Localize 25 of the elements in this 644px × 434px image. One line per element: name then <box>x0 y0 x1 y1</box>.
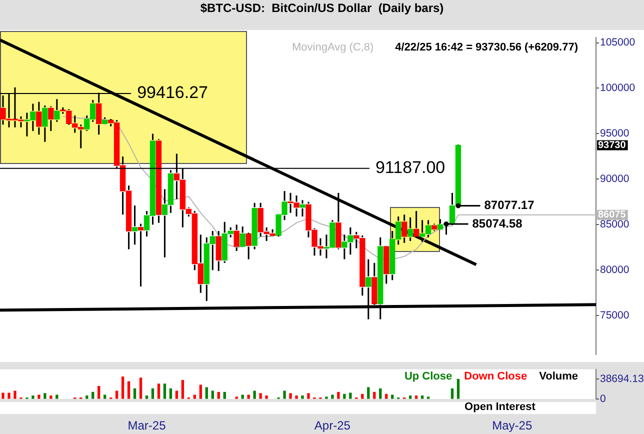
y-tick-label: 95000 <box>600 128 630 140</box>
annotation: 4/22/25 16:42 = 93730.56 (+6209.77) <box>395 41 578 54</box>
chart-title: $BTC-USD: BitCoin/US Dollar (Daily bars) <box>0 0 644 30</box>
x-tick-label: Mar-25 <box>128 418 166 433</box>
series-label: Up Close <box>404 370 452 382</box>
text: Down Close <box>464 370 528 382</box>
y-axis-title: Volume <box>539 370 578 382</box>
annotation: 87077.17 <box>484 198 535 212</box>
y-tick-label: 38694.13 <box>600 373 644 386</box>
y-tick-label: 85000 <box>600 218 630 231</box>
y-tick-label: 100000 <box>600 82 636 94</box>
x-tick-label: May-25 <box>492 418 532 433</box>
y-tick-label: 75000 <box>600 309 630 322</box>
text: Open Interest <box>464 401 536 414</box>
data-label: 86075 <box>598 210 626 221</box>
y-tick-label: 105000 <box>600 36 636 49</box>
annotation: 85074.58 <box>472 216 523 230</box>
ref-line-label: 91187.00 <box>375 158 446 178</box>
x-tick-label: Apr-25 <box>314 418 351 433</box>
text: 93730 <box>598 140 626 151</box>
y-tick-label: 0 <box>600 392 606 405</box>
text: MovingAvg (C,8) <box>292 41 374 54</box>
ref-line-label: 99416.27 <box>137 83 208 102</box>
y-tick-label: 80000 <box>600 264 630 276</box>
y-tick-label: 90000 <box>600 173 630 186</box>
